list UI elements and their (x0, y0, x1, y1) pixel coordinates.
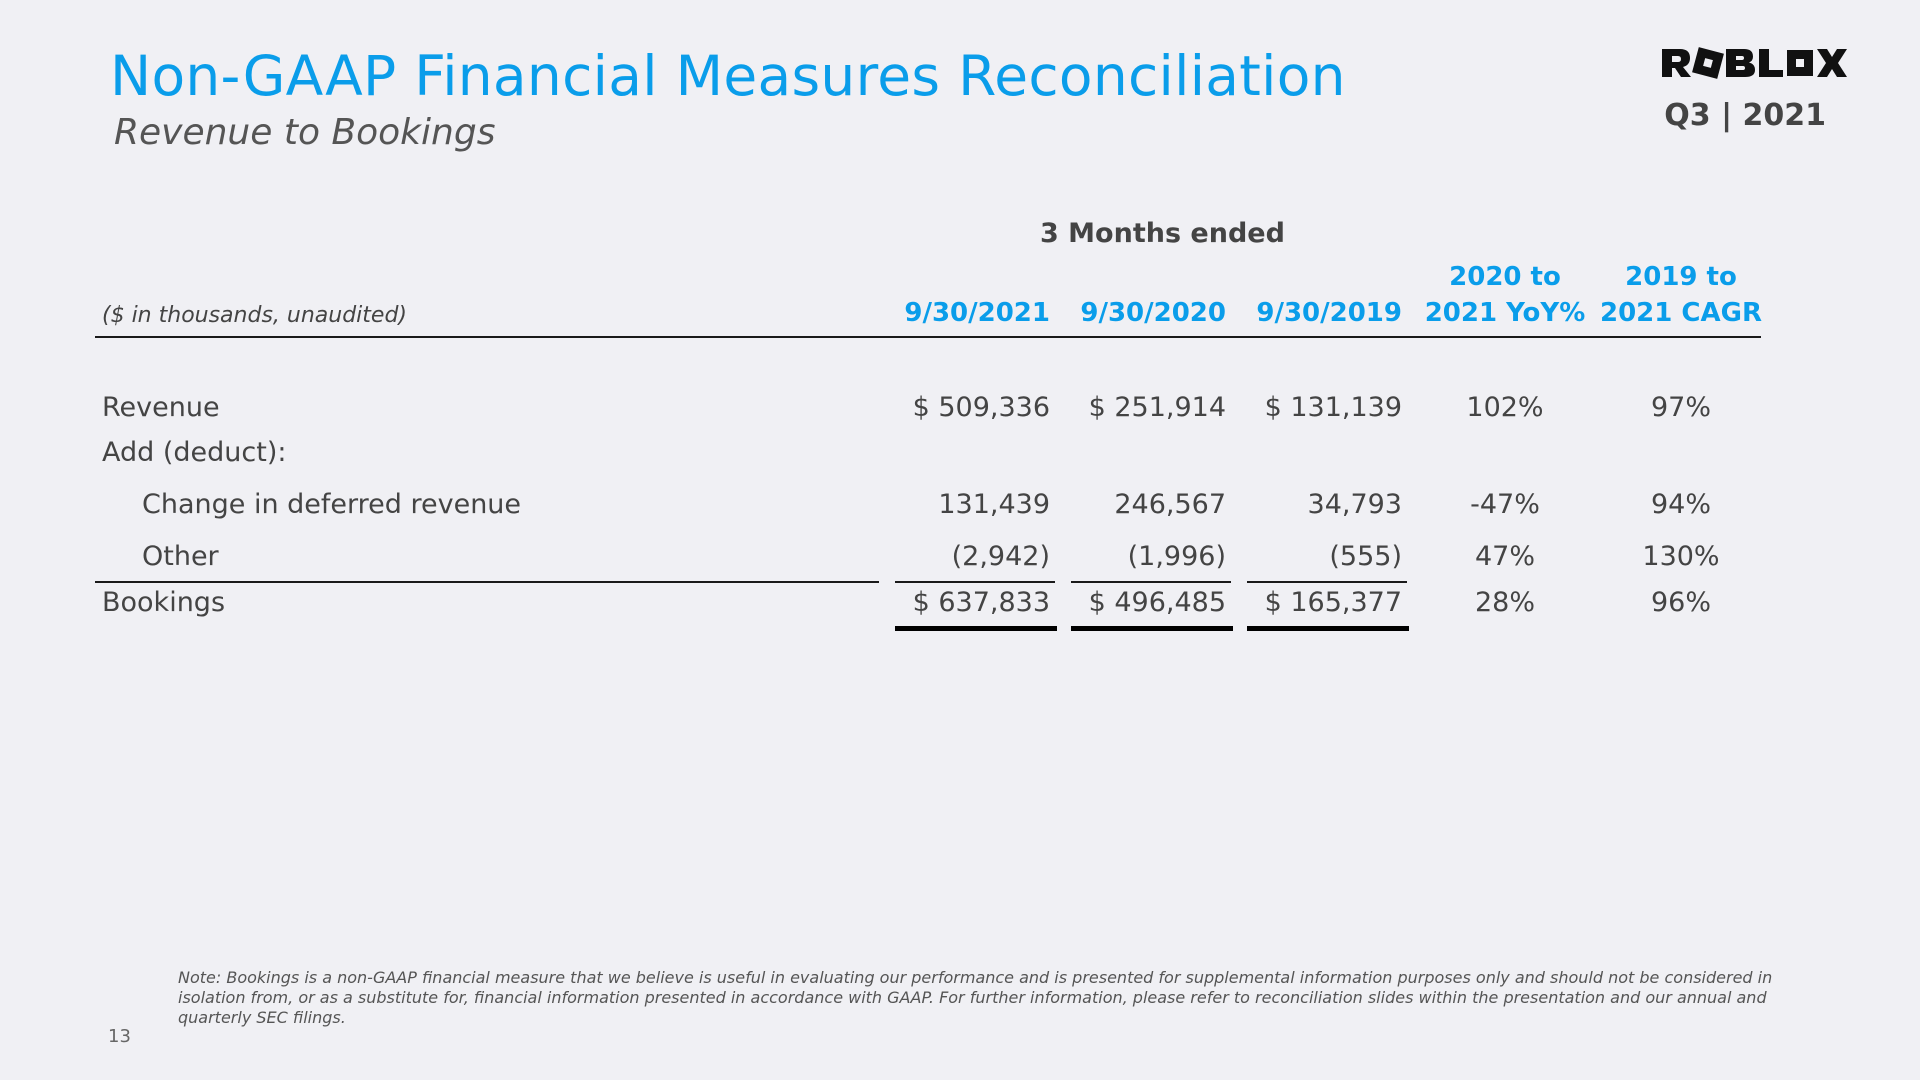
cell: 47% (1474, 541, 1535, 572)
subtotal-rule-c1 (895, 581, 1055, 583)
column-header-9-30-2020: 9/30/2020 (1080, 298, 1226, 328)
total-rule-c3 (1247, 626, 1409, 631)
row-label-other: Other (142, 541, 219, 572)
cell: $ 637,833 (912, 587, 1050, 618)
cell: 96% (1650, 587, 1711, 618)
total-rule-c1 (895, 626, 1057, 631)
row-label-revenue: Revenue (102, 392, 220, 423)
column-header-cagr: 2019 to 2021 CAGR (1596, 259, 1766, 331)
cell: $ 165,377 (1264, 587, 1402, 618)
cell: (2,942) (951, 541, 1050, 572)
slide-title: Non-GAAP Financial Measures Reconciliati… (110, 44, 1346, 108)
cell: $ 131,139 (1264, 392, 1402, 423)
quarter-label: Q3 | 2021 (1664, 98, 1826, 133)
cell: $ 496,485 (1088, 587, 1226, 618)
cell: 34,793 (1307, 489, 1402, 520)
subtotal-rule-label (95, 581, 879, 583)
cell: 102% (1466, 392, 1544, 423)
cell: 94% (1650, 489, 1711, 520)
column-header-cagr-line1: 2019 to (1625, 262, 1737, 292)
cell: 131,439 (938, 489, 1050, 520)
units-label: ($ in thousands, unaudited) (102, 303, 407, 328)
cell: 130% (1642, 541, 1720, 572)
row-label-bookings: Bookings (102, 587, 226, 618)
footnote: Note: Bookings is a non-GAAP financial m… (178, 968, 1773, 1027)
column-header-yoy: 2020 to 2021 YoY% (1420, 259, 1590, 331)
page-number: 13 (108, 1026, 131, 1047)
column-header-cagr-line2: 2021 CAGR (1600, 298, 1762, 328)
column-header-yoy-line1: 2020 to (1449, 262, 1561, 292)
row-label-change-in-deferred-revenue: Change in deferred revenue (142, 489, 522, 520)
cell: (1,996) (1127, 541, 1226, 572)
row-label-add-deduct: Add (deduct): (102, 437, 287, 468)
group-header: 3 Months ended (1040, 218, 1285, 249)
total-rule-c2 (1071, 626, 1233, 631)
subtotal-rule-c2 (1071, 581, 1231, 583)
column-header-yoy-line2: 2021 YoY% (1424, 298, 1586, 328)
column-header-9-30-2019: 9/30/2019 (1256, 298, 1402, 328)
cell: (555) (1329, 541, 1402, 572)
cell: 246,567 (1114, 489, 1226, 520)
roblox-logo-icon (1660, 46, 1848, 80)
cell: $ 509,336 (912, 392, 1050, 423)
cell: $ 251,914 (1088, 392, 1226, 423)
cell: 97% (1650, 392, 1711, 423)
column-header-9-30-2021: 9/30/2021 (904, 298, 1050, 328)
cell: -47% (1470, 489, 1540, 520)
slide-subtitle: Revenue to Bookings (114, 112, 496, 153)
header-rule (95, 336, 1761, 338)
subtotal-rule-c3 (1247, 581, 1407, 583)
cell: 28% (1474, 587, 1535, 618)
